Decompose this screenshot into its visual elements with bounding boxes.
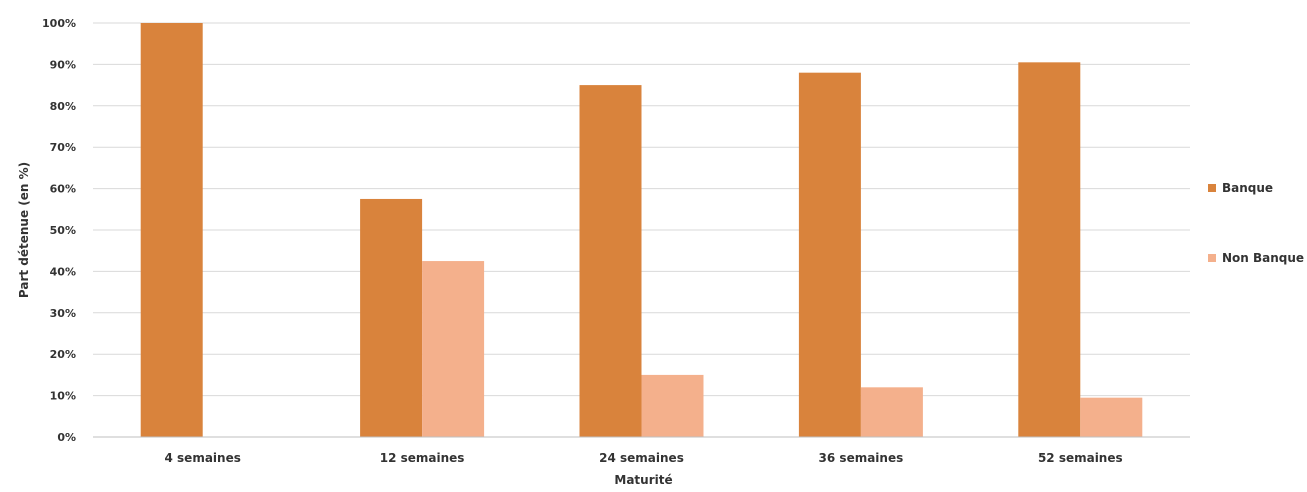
bar-non-banque <box>860 387 923 437</box>
x-tick-label: 24 semaines <box>599 451 684 465</box>
legend-label: Banque <box>1222 181 1273 195</box>
y-tick-labels: 0% 10% 20% 30% 40% 50% 60% 70% 80% 90% 100% <box>42 17 76 444</box>
x-tick-label: 4 semaines <box>165 451 241 465</box>
x-tick-label: 52 semaines <box>1038 451 1123 465</box>
y-tick-label: 0% <box>57 431 76 444</box>
bar-non-banque <box>1080 397 1143 437</box>
bar-banque <box>1018 62 1081 438</box>
bar-non-banque <box>422 261 485 437</box>
bars <box>140 23 1143 438</box>
bar-non-banque <box>641 374 704 437</box>
y-tick-label: 90% <box>50 58 76 71</box>
bar-banque <box>579 85 642 437</box>
legend-swatch <box>1208 184 1216 192</box>
x-tick-label: 36 semaines <box>819 451 904 465</box>
x-tick-labels: 4 semaines 12 semaines 24 semaines 36 semai… <box>165 451 1123 465</box>
legend: Banque Non Banque <box>1208 181 1304 265</box>
y-tick-label: 40% <box>50 265 76 278</box>
x-axis-title: Maturité <box>614 473 672 487</box>
y-tick-label: 30% <box>50 307 76 320</box>
y-tick-label: 10% <box>50 390 76 403</box>
legend-label: Non Banque <box>1222 251 1304 265</box>
bar-banque <box>140 23 203 437</box>
y-axis-title: Part détenue (en %) <box>17 162 31 298</box>
y-tick-label: 20% <box>50 348 76 361</box>
bar-banque <box>360 198 423 437</box>
legend-swatch <box>1208 254 1216 262</box>
y-tick-label: 70% <box>50 141 76 154</box>
bar-banque <box>798 72 861 438</box>
y-tick-label: 80% <box>50 100 76 113</box>
y-tick-label: 100% <box>42 17 76 30</box>
x-tick-label: 12 semaines <box>380 451 465 465</box>
y-tick-label: 60% <box>50 183 76 196</box>
y-tick-label: 50% <box>50 224 76 237</box>
